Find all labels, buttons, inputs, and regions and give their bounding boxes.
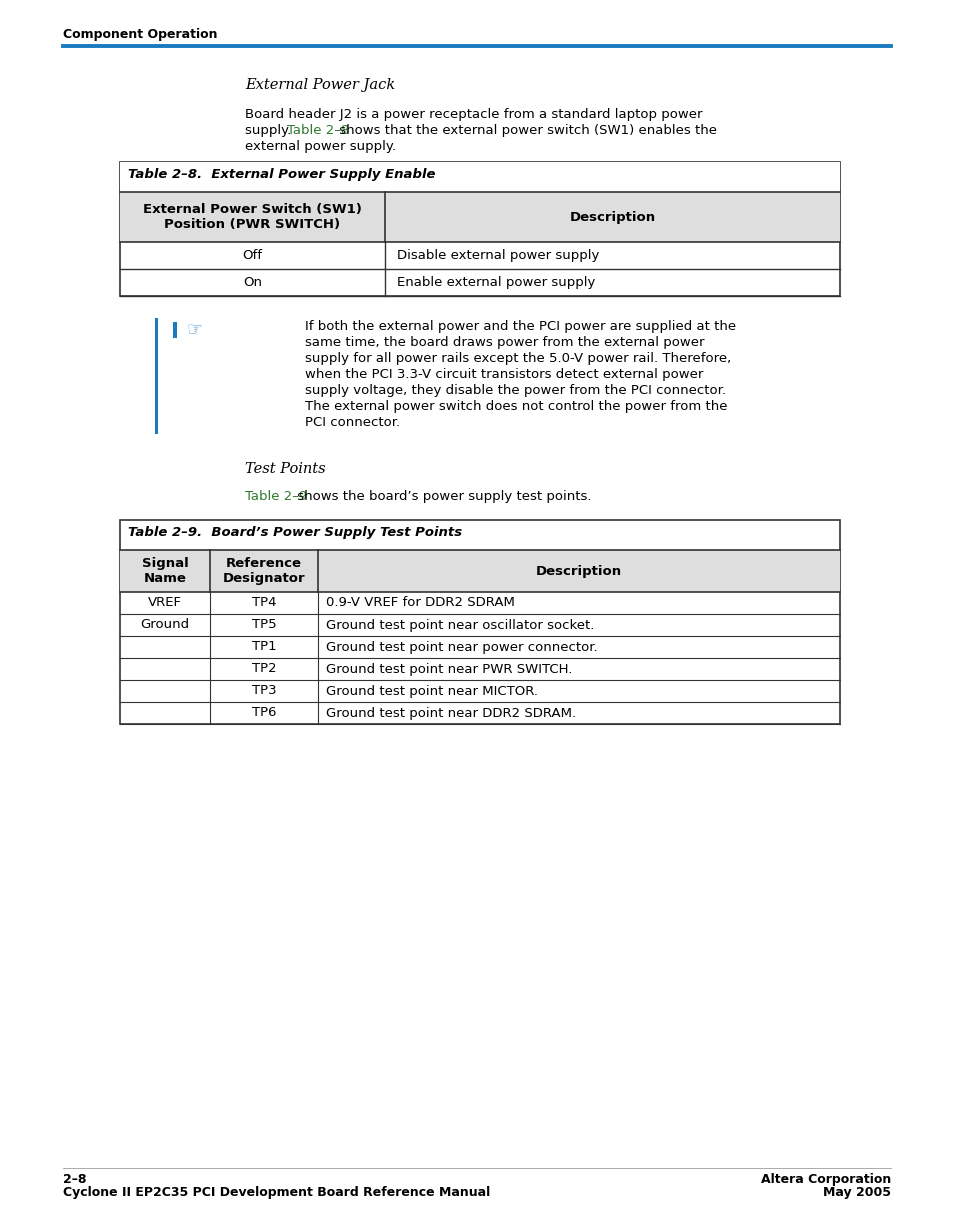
Text: Reference
Designator: Reference Designator — [222, 557, 305, 585]
Text: TP4: TP4 — [252, 596, 276, 610]
Text: Ground test point near PWR SWITCH.: Ground test point near PWR SWITCH. — [326, 663, 572, 676]
Text: Description: Description — [569, 211, 655, 223]
Text: Description: Description — [536, 564, 621, 578]
Text: supply.: supply. — [245, 124, 295, 137]
Text: External Power Jack: External Power Jack — [245, 79, 395, 92]
Text: Disable external power supply: Disable external power supply — [396, 249, 598, 263]
Text: Test Points: Test Points — [245, 463, 325, 476]
Text: TP3: TP3 — [252, 685, 276, 697]
Text: 2–8: 2–8 — [63, 1173, 87, 1187]
Text: VREF: VREF — [148, 596, 182, 610]
Text: shows the board’s power supply test points.: shows the board’s power supply test poin… — [293, 490, 591, 503]
Text: If both the external power and the PCI power are supplied at the: If both the external power and the PCI p… — [305, 320, 736, 333]
Text: Ground test point near MICTOR.: Ground test point near MICTOR. — [326, 685, 537, 697]
Text: 0.9-V VREF for DDR2 SDRAM: 0.9-V VREF for DDR2 SDRAM — [326, 596, 515, 610]
Text: supply for all power rails except the 5.0-V power rail. Therefore,: supply for all power rails except the 5.… — [305, 352, 731, 364]
Text: same time, the board draws power from the external power: same time, the board draws power from th… — [305, 336, 703, 348]
Bar — [172, 321, 177, 337]
Text: shows that the external power switch (SW1) enables the: shows that the external power switch (SW… — [335, 124, 717, 137]
Bar — [120, 162, 840, 191]
Text: Ground: Ground — [140, 618, 190, 632]
Text: Altera Corporation: Altera Corporation — [760, 1173, 890, 1187]
Bar — [120, 550, 840, 591]
Text: May 2005: May 2005 — [822, 1187, 890, 1199]
Text: On: On — [243, 276, 262, 290]
Text: Component Operation: Component Operation — [63, 28, 217, 40]
Text: external power supply.: external power supply. — [245, 140, 395, 153]
Text: TP6: TP6 — [252, 707, 276, 719]
Bar — [120, 520, 840, 724]
Text: Off: Off — [242, 249, 262, 263]
Bar — [154, 318, 158, 434]
Text: Signal
Name: Signal Name — [141, 557, 188, 585]
Bar — [120, 191, 840, 242]
Text: The external power switch does not control the power from the: The external power switch does not contr… — [305, 400, 727, 413]
Text: ☞: ☞ — [187, 320, 203, 337]
Text: Table 2–8: Table 2–8 — [287, 124, 349, 137]
Text: Table 2–9.  Board’s Power Supply Test Points: Table 2–9. Board’s Power Supply Test Poi… — [128, 526, 461, 539]
Text: when the PCI 3.3-V circuit transistors detect external power: when the PCI 3.3-V circuit transistors d… — [305, 368, 702, 382]
Text: Table 2–8.  External Power Supply Enable: Table 2–8. External Power Supply Enable — [128, 168, 435, 182]
Text: TP5: TP5 — [252, 618, 276, 632]
Bar — [120, 162, 840, 296]
Text: External Power Switch (SW1)
Position (PWR SWITCH): External Power Switch (SW1) Position (PW… — [143, 202, 361, 231]
Text: Ground test point near DDR2 SDRAM.: Ground test point near DDR2 SDRAM. — [326, 707, 576, 719]
Text: Enable external power supply: Enable external power supply — [396, 276, 595, 290]
Text: Table 2–9: Table 2–9 — [245, 490, 307, 503]
Text: Ground test point near power connector.: Ground test point near power connector. — [326, 640, 597, 654]
Text: Board header J2 is a power receptacle from a standard laptop power: Board header J2 is a power receptacle fr… — [245, 108, 701, 121]
Text: TP2: TP2 — [252, 663, 276, 676]
Text: Cyclone II EP2C35 PCI Development Board Reference Manual: Cyclone II EP2C35 PCI Development Board … — [63, 1187, 490, 1199]
Text: Ground test point near oscillator socket.: Ground test point near oscillator socket… — [326, 618, 594, 632]
Text: PCI connector.: PCI connector. — [305, 416, 399, 429]
Text: supply voltage, they disable the power from the PCI connector.: supply voltage, they disable the power f… — [305, 384, 725, 398]
Text: TP1: TP1 — [252, 640, 276, 654]
